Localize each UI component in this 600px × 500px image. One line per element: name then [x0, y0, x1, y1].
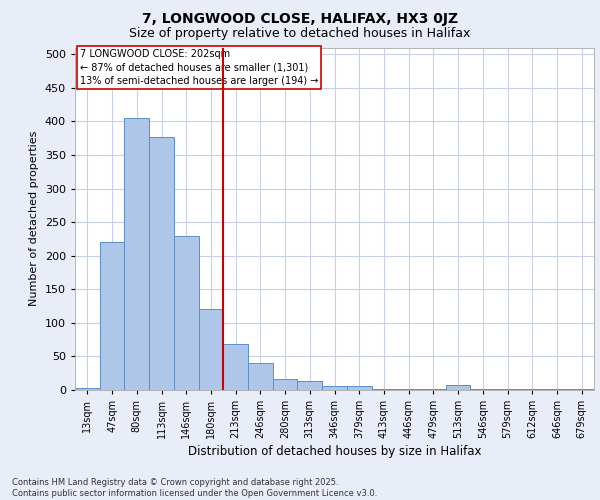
Bar: [124, 118, 149, 390]
Bar: [174, 236, 199, 390]
Y-axis label: Number of detached properties: Number of detached properties: [29, 131, 39, 306]
Bar: [223, 344, 248, 390]
Text: 7 LONGWOOD CLOSE: 202sqm
← 87% of detached houses are smaller (1,301)
13% of sem: 7 LONGWOOD CLOSE: 202sqm ← 87% of detach…: [80, 49, 319, 86]
Text: Size of property relative to detached houses in Halifax: Size of property relative to detached ho…: [130, 28, 470, 40]
Text: 7, LONGWOOD CLOSE, HALIFAX, HX3 0JZ: 7, LONGWOOD CLOSE, HALIFAX, HX3 0JZ: [142, 12, 458, 26]
Bar: [199, 310, 223, 390]
Bar: [75, 388, 100, 390]
Bar: [446, 386, 470, 390]
X-axis label: Distribution of detached houses by size in Halifax: Distribution of detached houses by size …: [188, 446, 481, 458]
Bar: [248, 363, 273, 390]
Bar: [149, 137, 174, 390]
Bar: [298, 380, 322, 390]
Bar: [569, 388, 594, 390]
Text: Contains HM Land Registry data © Crown copyright and database right 2025.
Contai: Contains HM Land Registry data © Crown c…: [12, 478, 377, 498]
Bar: [347, 386, 371, 390]
Bar: [273, 378, 298, 390]
Bar: [322, 386, 347, 390]
Bar: [100, 242, 124, 390]
